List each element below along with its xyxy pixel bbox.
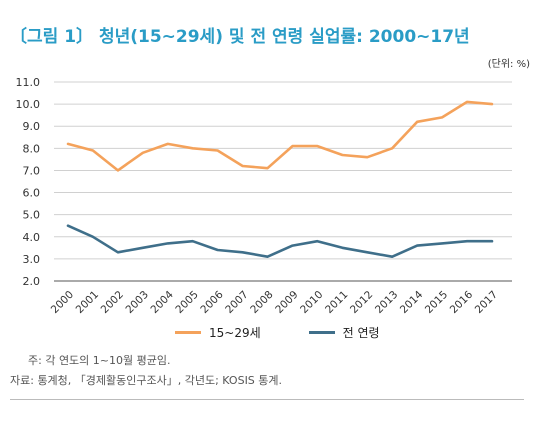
x-tick-label: 2000 <box>49 289 76 316</box>
legend-label-all-ages: 전 연령 <box>342 326 380 340</box>
series-line-all-ages <box>66 224 494 259</box>
x-tick-label: 2002 <box>99 289 126 316</box>
x-tick-label: 2003 <box>124 289 151 316</box>
legend-swatch-all-ages <box>308 331 335 334</box>
legend-swatch-youth <box>175 331 201 334</box>
x-tick-label: 2009 <box>273 289 300 316</box>
footnote: 주: 각 연도의 1~10월 평균임. <box>28 354 171 367</box>
x-tick-label: 2014 <box>398 288 426 316</box>
legend-item-youth: 15~29세 <box>175 324 261 341</box>
chart-title: 〔그림 1〕 청년(15~29세) 및 전 연령 실업률: 2000~17년 <box>10 27 470 47</box>
y-tick-label: 6.0 <box>23 187 41 200</box>
y-tick-label: 3.0 <box>23 253 41 266</box>
y-tick-label: 8.0 <box>23 142 41 155</box>
y-tick-label: 11.0 <box>16 76 41 89</box>
x-tick-label: 2004 <box>148 288 176 316</box>
bottom-divider <box>10 399 524 400</box>
x-tick-label: 2015 <box>423 289 450 316</box>
x-tick-label: 2005 <box>173 289 200 316</box>
unit-label: (단위: %) <box>487 59 530 70</box>
x-tick-label: 2008 <box>248 289 275 316</box>
chart-legend: 15~29세 전 연령 <box>175 324 428 341</box>
y-tick-label: 5.0 <box>23 209 41 222</box>
x-tick-label: 2010 <box>298 289 325 316</box>
y-tick-label: 2.0 <box>23 275 41 288</box>
legend-item-all-ages: 전 연령 <box>308 324 380 341</box>
x-tick-label: 2001 <box>74 289 101 316</box>
x-tick-label: 2011 <box>323 289 350 316</box>
y-tick-label: 9.0 <box>23 120 41 133</box>
legend-label-youth: 15~29세 <box>209 326 261 340</box>
x-tick-label: 2016 <box>448 288 476 316</box>
x-tick-label: 2012 <box>348 289 375 316</box>
y-tick-label: 4.0 <box>23 231 41 244</box>
y-tick-label: 10.0 <box>16 98 41 111</box>
y-tick-label: 7.0 <box>23 164 41 177</box>
series-line-youth <box>66 100 494 172</box>
x-tick-label: 2017 <box>473 289 500 316</box>
x-tick-label: 2013 <box>373 289 400 316</box>
x-tick-label: 2006 <box>198 288 226 316</box>
source-note: 자료: 통계청, 「경제활동인구조사」, 각년도; KOSIS 통계. <box>10 374 283 387</box>
x-tick-label: 2007 <box>223 289 250 316</box>
